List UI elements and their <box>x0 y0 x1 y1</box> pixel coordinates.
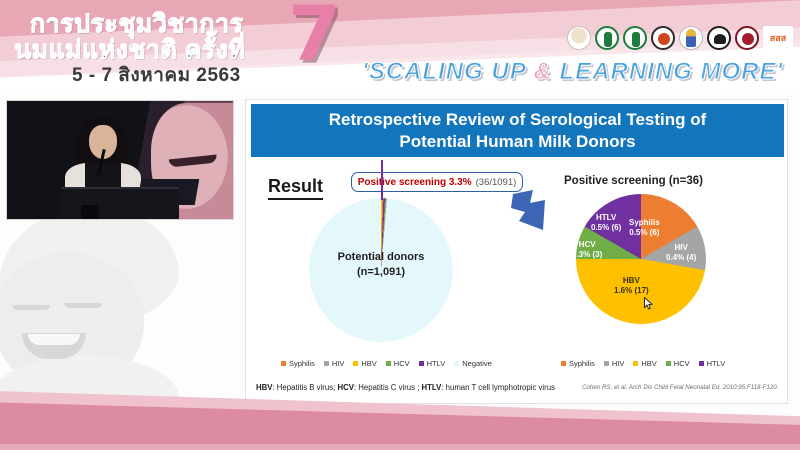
conference-dates: 5 - 7 สิงหาคม 2563 <box>72 65 241 86</box>
legend-positive-screening: Syphilis HIV HBV HCV HTLV <box>561 359 725 368</box>
green-health-logo-2-icon <box>595 26 619 50</box>
slice-hcv-name: HCV <box>578 240 596 249</box>
legend-label-syphilis: Syphilis <box>289 359 315 368</box>
callout-percent-text: Positive screening 3.3% <box>357 176 472 188</box>
slide-citation: Cohen RS, et al. Arch Dis Child Fetal Ne… <box>582 384 779 391</box>
note-def-htlv: : human T cell lymphotropic virus <box>441 383 555 392</box>
slice-hcv-value: 0.3% (3) <box>572 250 603 260</box>
pie-slice-label-hcv: HCV 0.3% (3) <box>572 240 602 261</box>
positive-screening-pie-title: Positive screening (n=36) <box>564 175 704 187</box>
legend2-item-htlv: HTLV <box>698 359 726 368</box>
pie-slice-label-hbv: HBV 1.6% (17) <box>614 276 649 297</box>
legend-item-hiv: HIV <box>323 359 345 368</box>
conference-tagline: 'SCALING UP & LEARNING MORE' <box>362 58 783 86</box>
legend-item-htlv: HTLV <box>418 359 446 368</box>
black-seal-logo-6-icon <box>707 26 731 50</box>
slice-hiv-name: HIV <box>674 243 688 252</box>
emblem-logo-1-icon <box>567 26 591 50</box>
note-def-hcv: : Hepatitis C virus ; <box>353 383 422 392</box>
legend-label-hcv: HCV <box>393 359 410 368</box>
slide-title-bar: Retrospective Review of Serological Test… <box>251 104 784 157</box>
green-health-logo-3-icon <box>623 26 647 50</box>
result-heading: Result <box>268 176 324 200</box>
legend2-label-hiv: HIV <box>611 359 625 368</box>
slice-syphilis-name: Syphilis <box>629 218 660 227</box>
note-abbr-hcv: HCV <box>337 383 354 392</box>
dark-red-seal-logo-7-icon <box>735 26 759 50</box>
blue-down-right-arrow-icon <box>511 190 545 230</box>
legend2-item-hcv: HCV <box>665 359 690 368</box>
pie-left-center-title: Potential donors <box>337 251 425 263</box>
red-seal-logo-4-icon <box>651 26 675 50</box>
thaihealth-sss-logo-8-icon: สสส <box>763 26 793 50</box>
podium-badge <box>81 205 99 219</box>
legend2-item-syphilis: Syphilis <box>561 359 595 368</box>
pie-left-sliver-callout-line <box>381 160 383 200</box>
legend-label-hiv: HIV <box>331 359 345 368</box>
conference-title-thai-line1: การประชุมวิชาการ <box>29 10 244 39</box>
slice-hbv-name: HBV <box>622 276 640 285</box>
tagline-part-1: 'SCALING UP <box>362 58 534 86</box>
legend-item-negative: Negative <box>454 359 492 368</box>
mouse-cursor-icon <box>644 297 653 310</box>
slide-panel: Retrospective Review of Serological Test… <box>245 99 788 404</box>
slice-htlv-name: HTLV <box>595 213 617 222</box>
positive-screening-callout: Positive screening 3.3% (36/1091) <box>351 172 523 192</box>
pie-left-center-label: Potential donors (n=1,091) <box>309 250 453 280</box>
legend-item-hbv: HBV <box>353 359 377 368</box>
note-def-hbv: : Hepatitis B virus; <box>272 383 338 392</box>
conference-title-thai-line2: นมแม่แห่งชาติ ครั้งที่ <box>14 36 246 65</box>
conference-header-banner: การประชุมวิชาการ นมแม่แห่งชาติ ครั้งที่ … <box>0 0 800 95</box>
podium <box>61 187 179 219</box>
sponsor-logos-row: สสส <box>567 26 793 50</box>
pie-slice-label-syphilis: Syphilis 0.5% (6) <box>629 218 660 239</box>
legend-label-negative: Negative <box>462 359 492 368</box>
slide-title-line-1: Retrospective Review of Serological Test… <box>328 109 707 129</box>
watermark-eye-right <box>64 303 102 308</box>
note-abbr-htlv: HTLV <box>421 383 442 392</box>
legend2-label-syphilis: Syphilis <box>569 359 595 368</box>
speaker-webcam-feed[interactable] <box>6 100 234 220</box>
tagline-ampersand: & <box>533 58 552 86</box>
legend-item-hcv: HCV <box>385 359 410 368</box>
legend2-item-hiv: HIV <box>603 359 625 368</box>
legend2-label-hbv: HBV <box>641 359 657 368</box>
positive-screening-pie-chart <box>576 194 706 324</box>
watermark-teeth <box>28 334 80 345</box>
footer-bottom-edge <box>0 444 800 450</box>
tagline-part-2: LEARNING MORE' <box>551 58 784 86</box>
legend-label-htlv: HTLV <box>426 359 446 368</box>
edition-number: 7 <box>288 0 341 78</box>
watermark-eye-left <box>12 305 50 310</box>
legend2-label-hcv: HCV <box>673 359 690 368</box>
note-abbr-hbv: HBV <box>256 383 273 392</box>
pie-slice-label-hiv: HIV 0.4% (4) <box>666 243 696 264</box>
slice-hiv-value: 0.4% (4) <box>666 253 697 263</box>
slide-title-line-2: Potential Human Milk Donors <box>399 131 636 151</box>
legend2-label-htlv: HTLV <box>706 359 726 368</box>
royal-crest-logo-5-icon <box>679 26 703 50</box>
potential-donors-pie-chart <box>309 198 453 342</box>
pie-slice-label-htlv: HTLV 0.5% (6) <box>591 213 621 234</box>
slide-abbreviation-note: HBV: Hepatitis B virus; HCV: Hepatitis C… <box>256 383 555 392</box>
slice-syphilis-value: 0.5% (6) <box>629 228 660 238</box>
pie-left-center-subtitle: (n=1,091) <box>357 265 405 278</box>
slice-hbv-value: 1.6% (17) <box>614 286 649 296</box>
callout-fraction-text: (36/1091) <box>475 176 517 188</box>
legend-label-hbv: HBV <box>361 359 377 368</box>
legend2-item-hbv: HBV <box>633 359 657 368</box>
slice-htlv-value: 0.5% (6) <box>591 223 622 233</box>
legend-item-syphilis: Syphilis <box>281 359 315 368</box>
legend-potential-donors: Syphilis HIV HBV HCV HTLV Negative <box>281 359 492 368</box>
